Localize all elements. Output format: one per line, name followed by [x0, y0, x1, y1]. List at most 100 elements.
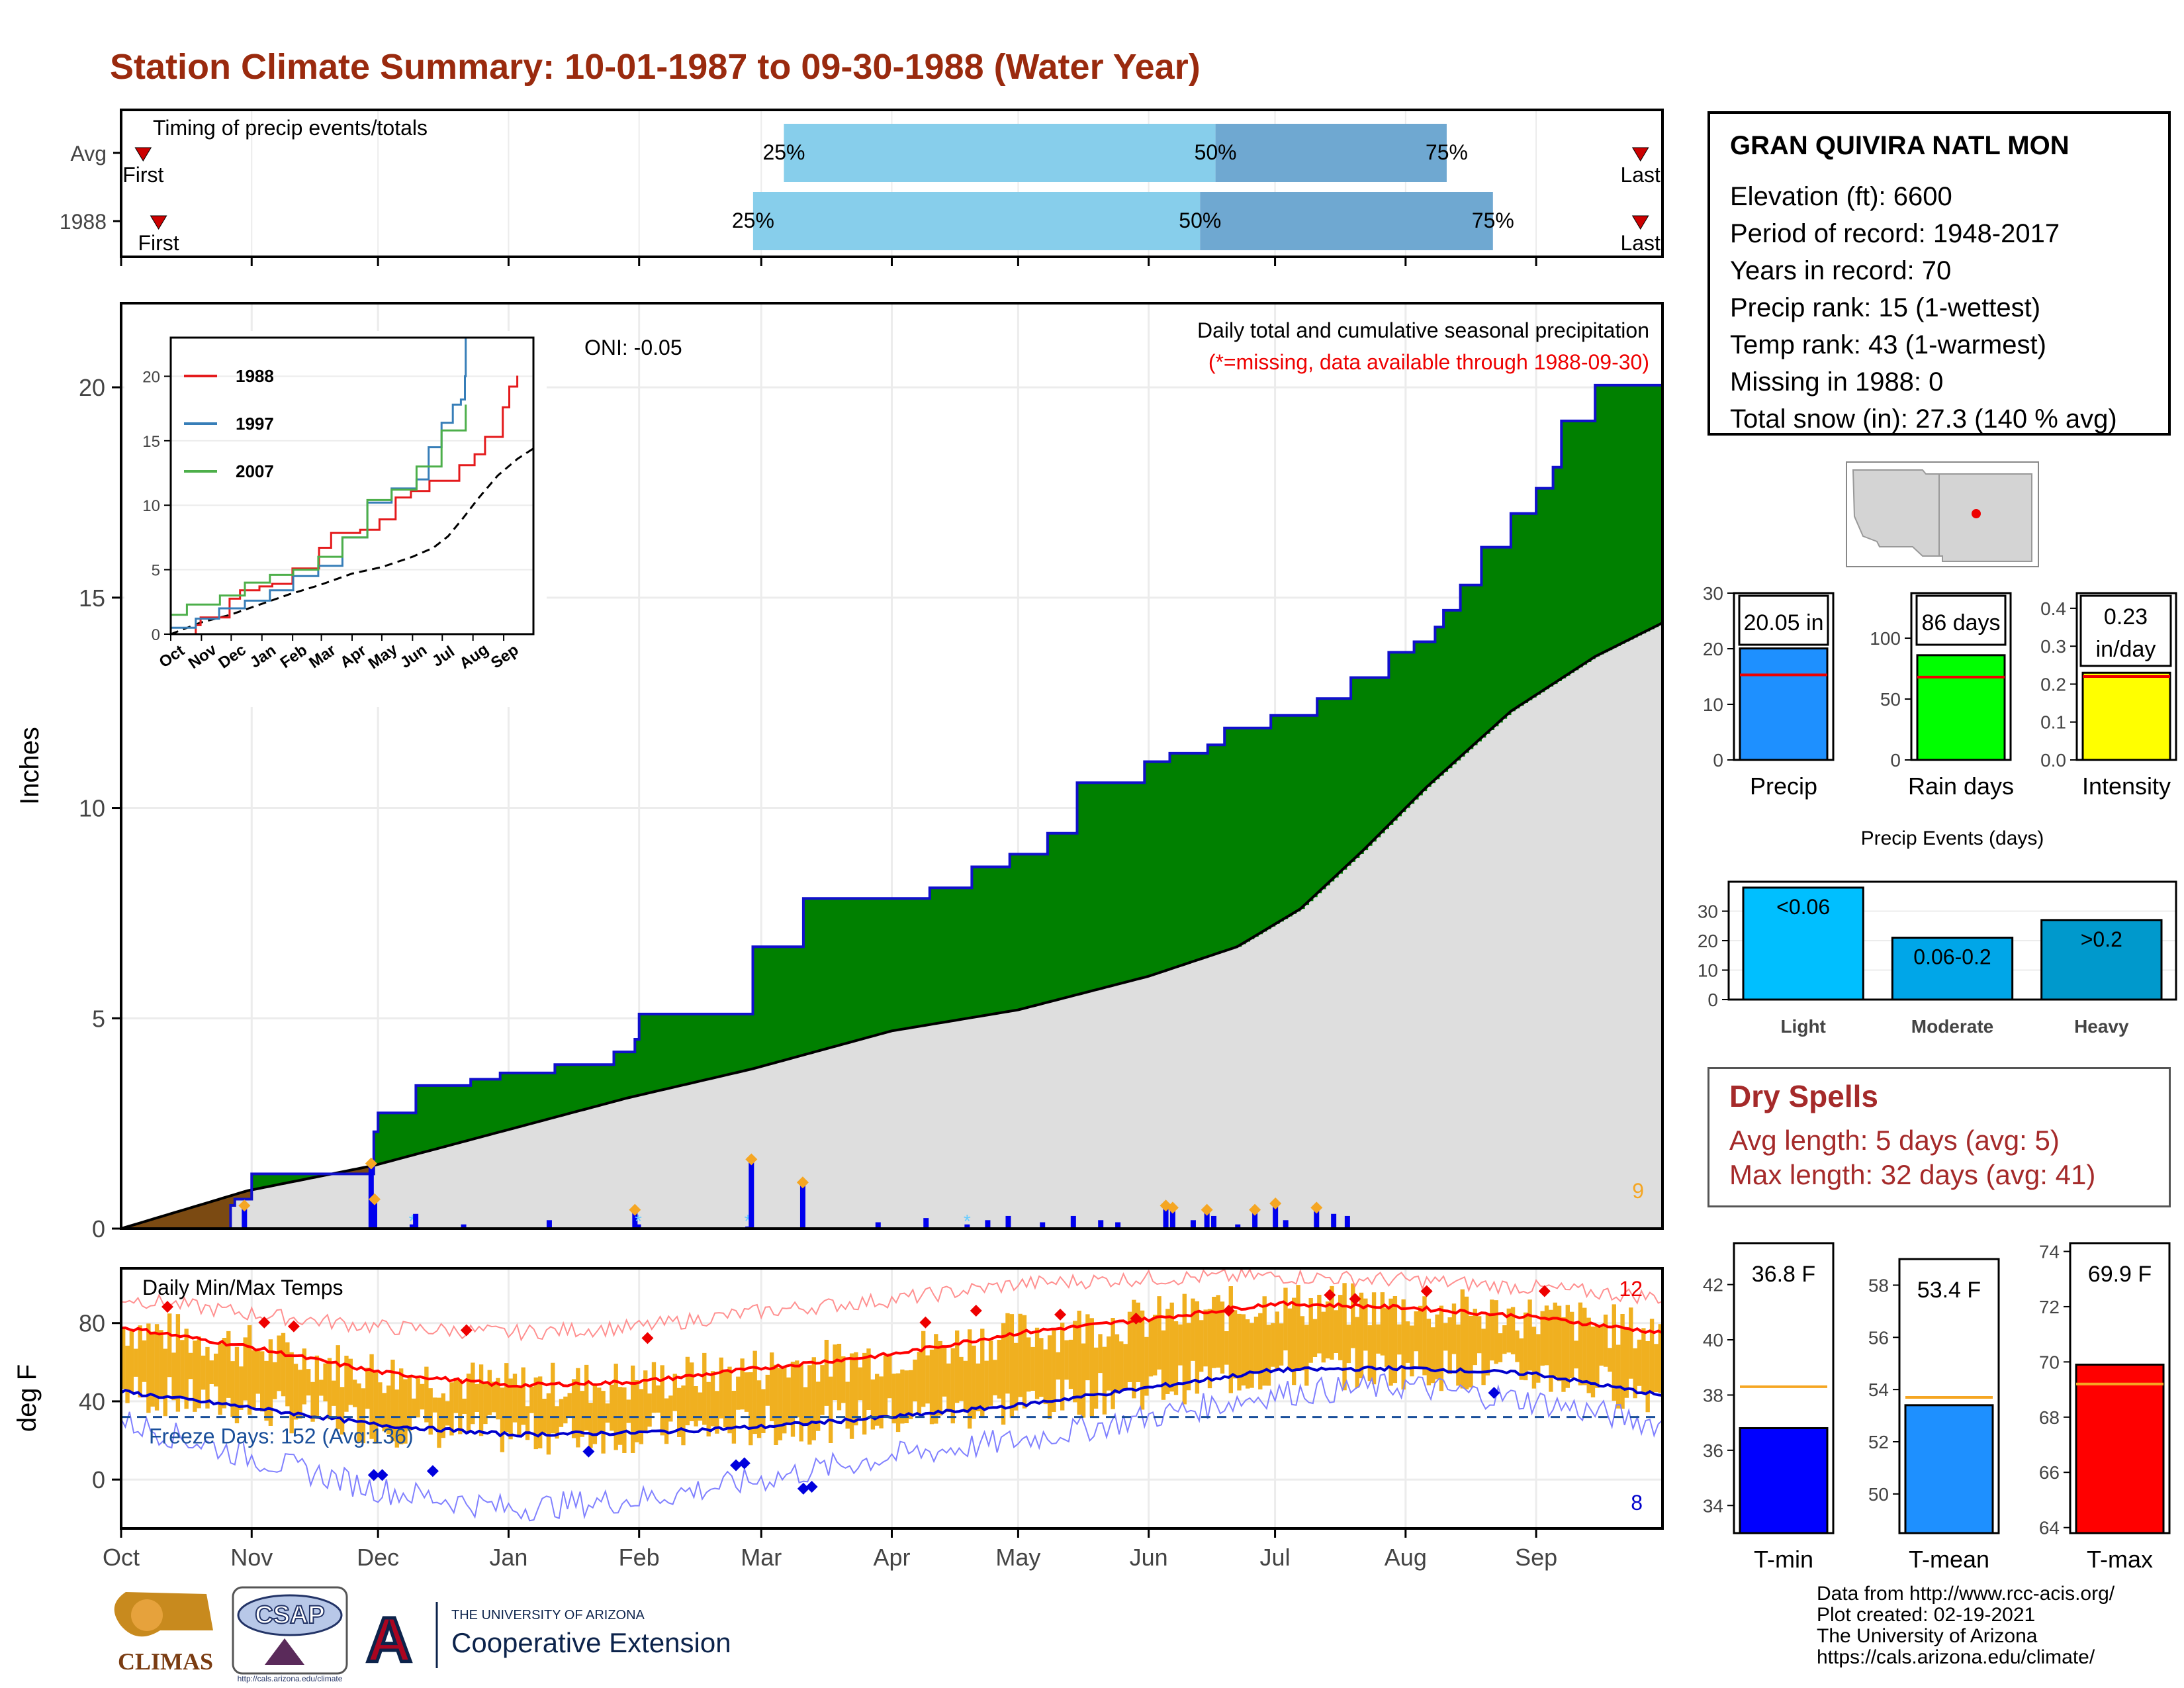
csap-cloud-icon — [237, 1594, 343, 1636]
rain_days-ytick-label: 50 — [1880, 689, 1901, 710]
temp-record-high-marker — [1130, 1312, 1142, 1325]
footer-line-university: The University of Arizona — [1817, 1625, 2038, 1647]
precip-ytick-label: 20 — [79, 374, 105, 401]
precip_total-ytick-label: 10 — [1703, 694, 1723, 715]
precip-event-marker — [629, 1203, 641, 1216]
temp-record-high-marker — [287, 1320, 300, 1333]
precip_total-value-label: 20.05 in — [1744, 610, 1824, 635]
precip-avg-line — [120, 622, 1663, 1230]
precip-daily-bar — [985, 1220, 991, 1229]
inset-avg-line — [170, 447, 534, 635]
precip-panel-border — [120, 302, 1664, 1230]
rain_days-bar — [1916, 654, 2006, 761]
ua-logo-letter: A — [366, 1605, 412, 1675]
precip-event-marker — [1269, 1197, 1282, 1210]
inset-legend-label-1997: 1997 — [236, 414, 274, 434]
precip-daily-bar — [546, 1220, 552, 1229]
precip-daily-bar — [1344, 1215, 1350, 1229]
timing-label-p75: 75% — [1472, 209, 1514, 232]
dry-spells-avg: Avg length: 5 days (avg: 5) — [1729, 1125, 2060, 1156]
inset-ytick-label: 20 — [142, 368, 160, 386]
temp-record-low-marker — [1488, 1387, 1500, 1399]
timing-label-p25: 25% — [762, 140, 805, 164]
precip-snow-marker: * — [408, 1211, 416, 1231]
temp-record-max-line — [120, 1267, 1663, 1342]
csap-mountain-icon — [265, 1638, 304, 1665]
precip_total-ytick-label: 20 — [1703, 639, 1723, 659]
precip-daily-bar — [1190, 1220, 1196, 1229]
precip-snow-marker: * — [964, 1211, 971, 1231]
station-period: Period of record: 1948-2017 — [1730, 219, 2060, 248]
station-precip-rank: Precip rank: 15 (1-wettest) — [1730, 293, 2041, 322]
precip-ytick-label: 0 — [92, 1215, 105, 1243]
station-name: GRAN QUIVIRA NATL MON — [1730, 131, 2070, 160]
precip-events-ytick-label: 30 — [1698, 902, 1718, 922]
csap-url-text: http://cals.arizona.edu/climate — [238, 1674, 343, 1683]
precip-events-ytick-label: 20 — [1698, 931, 1718, 951]
precip-daily-bar — [964, 1224, 970, 1229]
temp-record-high-marker — [1222, 1305, 1235, 1317]
tmin-ytick-label: 38 — [1703, 1385, 1723, 1405]
station-missing: Missing in 1988: 0 — [1730, 367, 1944, 397]
precip-events-bar-label: 0.06-0.2 — [1913, 945, 1991, 969]
precip-daily-bar — [749, 1161, 754, 1229]
timing-first-marker — [134, 147, 152, 162]
station-temp-rank: Temp rank: 43 (1-warmest) — [1730, 330, 2046, 359]
temp-record-high-marker — [970, 1305, 982, 1317]
precip_total-bar — [1739, 647, 1829, 761]
tmax-ytick-label: 74 — [2039, 1242, 2060, 1262]
inset-series-line-1988 — [171, 375, 519, 635]
precip-daily-bar — [1273, 1205, 1279, 1229]
temp-xtick-label: Oct — [103, 1544, 140, 1571]
intensity-unit-label: in/day — [2096, 637, 2156, 662]
precip_total-ytick-label: 0 — [1713, 750, 1723, 771]
tmean-category-label: T-mean — [1909, 1546, 1989, 1573]
precip-event-marker — [368, 1193, 381, 1205]
tmin-ytick-label: 40 — [1703, 1330, 1723, 1350]
tmean-value-label: 53.4 F — [1917, 1278, 1981, 1303]
tmax-ytick-label: 68 — [2039, 1407, 2060, 1428]
tmax-ytick-label: 72 — [2039, 1297, 2060, 1317]
temp-record-high-marker — [1538, 1285, 1551, 1297]
precip-snow-marker: * — [745, 1211, 752, 1231]
precip_total-value-box — [1738, 594, 1829, 646]
precip-events-bar-label: >0.2 — [2081, 927, 2122, 951]
rain_days-ytick-label: 0 — [1890, 750, 1901, 771]
temp-record-high-marker — [1324, 1289, 1336, 1301]
precip-events-ytick-label: 0 — [1707, 990, 1718, 1010]
precip-event-marker — [1310, 1201, 1323, 1214]
precip-daily-bar — [1252, 1211, 1258, 1229]
tmax-ytick-label: 64 — [2039, 1518, 2060, 1538]
temp-record-low-marker — [367, 1469, 380, 1481]
footer-line-created: Plot created: 02-19-2021 — [1817, 1604, 2036, 1626]
footer-line-url: https://cals.arizona.edu/climate/ — [1817, 1646, 2095, 1668]
temp-record-high-marker — [919, 1316, 932, 1329]
tmin-value-label: 36.8 F — [1752, 1262, 1815, 1287]
temp-record-high-marker — [1420, 1285, 1433, 1297]
climas-logo-text: CLIMAS — [118, 1648, 213, 1675]
temp-record-low-marker — [797, 1482, 809, 1495]
inset-panel-border — [169, 336, 535, 635]
tmean-value-box — [1902, 1262, 1996, 1311]
timing-label-p50: 50% — [1195, 140, 1237, 164]
temp-xtick-label: Apr — [873, 1544, 910, 1571]
precip-daily-bar — [1115, 1222, 1121, 1229]
tmax-category-label: T-max — [2087, 1546, 2153, 1573]
precip-event-marker — [1249, 1203, 1261, 1216]
temp-xtick-label: May — [995, 1544, 1040, 1571]
precip-daily-bar — [1314, 1209, 1320, 1229]
timing-last-marker — [1631, 215, 1649, 230]
climas-logo-icon — [114, 1592, 213, 1637]
footer-credits: Data from http://www.rcc-acis.org/ Plot … — [1817, 1583, 2115, 1668]
station-years: Years in record: 70 — [1730, 256, 1952, 285]
tmean-ytick-label: 56 — [1868, 1327, 1889, 1348]
precip-events-bar-Heavy — [2040, 919, 2163, 1001]
intensity-bar — [2081, 671, 2171, 761]
rain_days-category-label: Rain days — [1908, 773, 2014, 800]
temp-record-high-marker — [258, 1316, 271, 1329]
tmax-value-label: 69.9 F — [2088, 1262, 2152, 1287]
csap-logo-text: CSAP — [255, 1601, 325, 1629]
timing-label-p50: 50% — [1179, 209, 1221, 232]
precip-events-category-label: Heavy — [2074, 1016, 2129, 1037]
precip-ytick-label: 5 — [92, 1005, 105, 1032]
